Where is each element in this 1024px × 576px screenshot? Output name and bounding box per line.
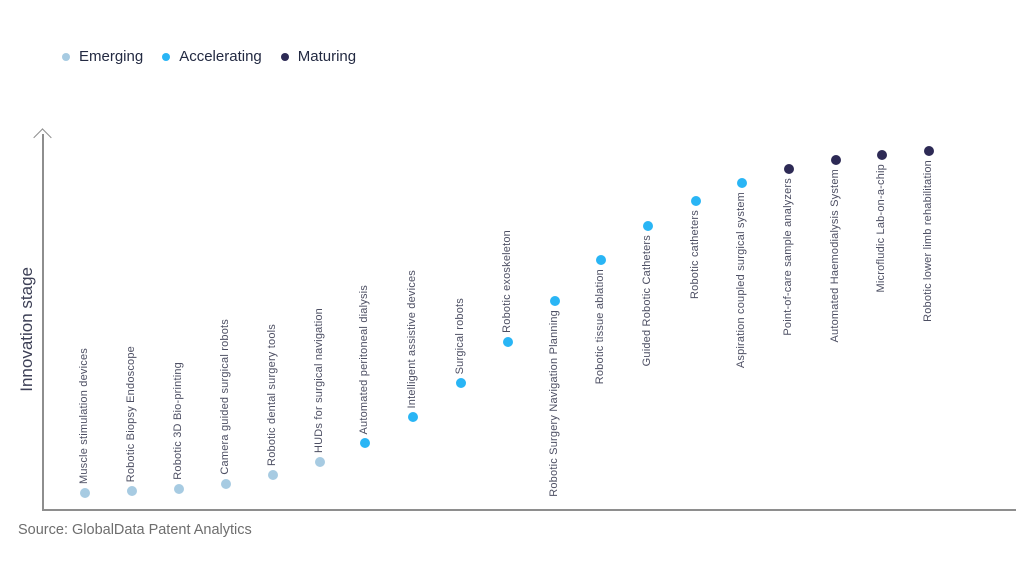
data-point-label: Robotic Biopsy Endoscope	[125, 345, 137, 482]
data-point-label: Muscle stimulation devices	[78, 347, 90, 484]
data-point	[360, 438, 370, 448]
source-note: Source: GlobalData Patent Analytics	[18, 522, 252, 538]
legend-label: Maturing	[297, 48, 357, 65]
data-point	[315, 457, 325, 467]
data-point-label: Robotic Surgery Navigation Planning	[548, 310, 560, 497]
data-point-label: Robotic catheters	[689, 210, 701, 299]
data-point-label: Robotic tissue ablation	[594, 269, 606, 385]
maturing-dot-icon	[280, 52, 289, 61]
x-axis-line	[42, 509, 1016, 511]
data-point	[408, 412, 418, 422]
legend-item-emerging: Emerging	[62, 48, 143, 65]
data-point	[924, 146, 934, 156]
data-point	[268, 470, 278, 480]
legend-label: Emerging	[79, 48, 144, 65]
data-point-label: Point-of-care sample analyzers	[782, 178, 794, 336]
data-point-label: Robotic exoskeleton	[501, 230, 513, 333]
data-point-label: Microfludic Lab-on-a-chip	[875, 164, 887, 293]
legend-item-accelerating: Accelerating	[162, 48, 262, 65]
data-point	[596, 255, 606, 265]
data-point-label: Intelligent assistive devices	[406, 269, 418, 408]
legend-label: Accelerating	[179, 48, 262, 65]
data-point	[737, 178, 747, 188]
y-axis-title: Innovation stage	[17, 267, 36, 392]
data-point	[784, 164, 794, 174]
data-point	[127, 486, 137, 496]
data-point-label: Robotic lower limb rehabilitation	[922, 160, 934, 322]
data-point	[691, 196, 701, 206]
legend: Emerging Accelerating Maturing	[62, 48, 356, 65]
emerging-dot-icon	[62, 52, 70, 61]
data-point-label: Aspiration coupled surgical system	[735, 192, 747, 369]
data-point-label: Automated Haemodialysis System	[829, 169, 841, 343]
data-point-label: Surgical robots	[454, 297, 466, 374]
data-point-label: Guided Robotic Catheters	[641, 235, 653, 367]
data-point	[80, 488, 90, 498]
data-point-label: Automated peritoneal dialysis	[358, 284, 370, 435]
data-point	[221, 479, 231, 489]
data-point	[643, 221, 653, 231]
data-point-label: Robotic 3D Bio-printing	[172, 362, 184, 480]
legend-item-maturing: Maturing	[280, 48, 357, 65]
data-point-label: HUDs for surgical navigation	[313, 308, 325, 453]
data-point	[174, 484, 184, 494]
data-point	[831, 155, 841, 165]
accelerating-dot-icon	[162, 52, 171, 61]
y-axis-line	[42, 134, 44, 510]
data-point	[503, 337, 513, 347]
data-point	[550, 296, 560, 306]
data-point	[877, 150, 887, 160]
data-point	[456, 378, 466, 388]
data-point-label: Camera guided surgical robots	[219, 319, 231, 475]
data-point-label: Robotic dental surgery tools	[266, 324, 278, 466]
